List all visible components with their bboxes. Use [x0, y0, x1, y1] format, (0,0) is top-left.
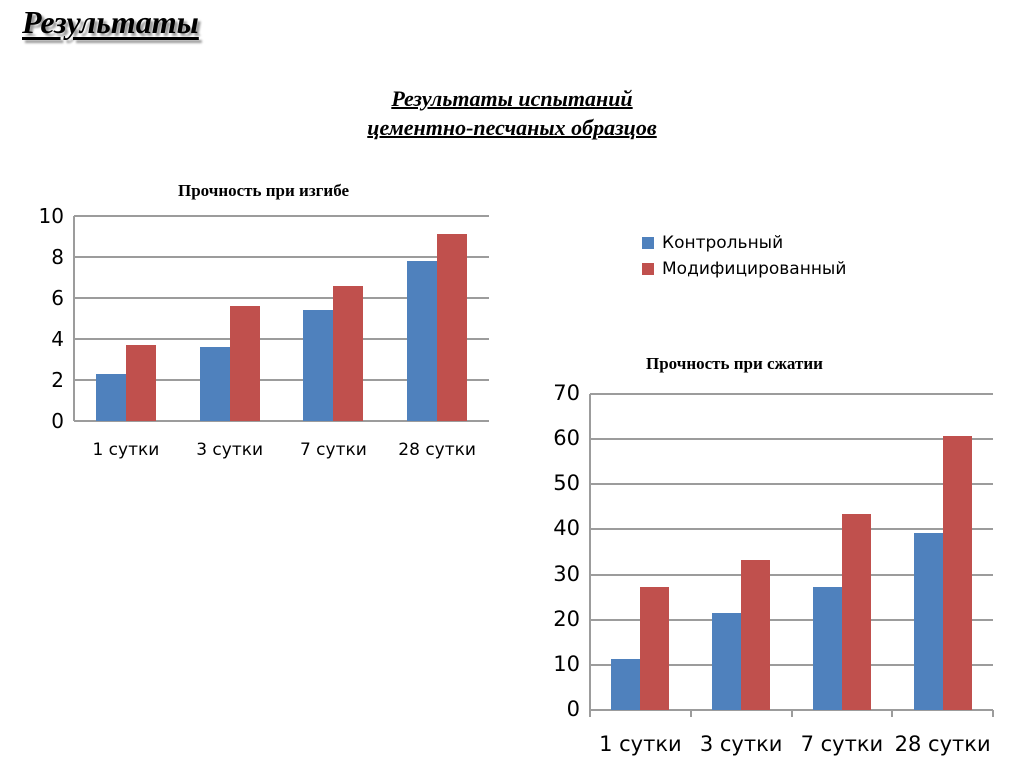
bar-modified [841, 514, 871, 710]
bar-modified [125, 345, 156, 421]
x-category-label: 28 сутки [894, 732, 991, 756]
y-tick-label: 0 [51, 408, 64, 433]
legend-item-control: Контрольный [642, 230, 846, 256]
y-tick-label: 20 [553, 606, 580, 631]
gridline [590, 528, 993, 531]
x-category-label: 1 сутки [599, 732, 682, 756]
legend-item-modified: Модифицированный [642, 256, 846, 282]
chart-legend: Контрольный Модифицированный [642, 230, 846, 282]
slide-title: Результаты [22, 4, 199, 40]
bar-modified [333, 285, 364, 421]
bar-modified [229, 306, 260, 421]
subtitle-line-1: Результаты испытаний [391, 86, 633, 111]
y-tick-label: 50 [553, 471, 580, 496]
y-axis [73, 216, 75, 421]
x-tick [992, 710, 994, 717]
x-category-label: 3 сутки [196, 440, 264, 460]
y-tick-label: 4 [51, 326, 64, 351]
bar-control [611, 658, 641, 710]
gridline [590, 573, 993, 576]
compression-chart-title: Прочность при сжатии [646, 354, 823, 373]
x-tick [790, 710, 793, 717]
x-category-label: 3 сутки [699, 732, 783, 756]
bar-modified [640, 587, 670, 710]
bar-control [407, 261, 438, 421]
x-category-label: 1 сутки [92, 440, 160, 460]
legend-label-control: Контрольный [662, 233, 784, 253]
gridline [590, 663, 993, 666]
subtitle-line-2: цементно-песчаных образцов [367, 115, 657, 140]
bar-control [303, 310, 334, 421]
slide-subtitle: Результаты испытаний цементно-песчаных о… [0, 84, 1024, 142]
y-tick-label: 10 [38, 203, 64, 228]
gridline [74, 256, 489, 258]
x-tick [689, 710, 692, 717]
gridline [74, 297, 489, 299]
bar-control [95, 373, 126, 421]
gridline [590, 618, 993, 621]
y-tick-label: 6 [51, 285, 64, 310]
x-category-label: 7 сутки [299, 440, 367, 460]
y-tick-label: 40 [553, 516, 580, 541]
gridline [74, 379, 489, 381]
legend-swatch-blue-icon [642, 237, 654, 249]
y-tick-label: 0 [566, 696, 580, 721]
bar-control [712, 613, 742, 710]
bending-chart-title: Прочность при изгибе [178, 181, 350, 200]
gridline [74, 215, 489, 217]
gridline [74, 338, 489, 340]
gridline [74, 420, 489, 422]
y-tick-label: 30 [553, 561, 580, 586]
bar-modified [437, 234, 468, 421]
x-category-label: 7 сутки [800, 732, 884, 756]
bar-modified [942, 435, 972, 710]
y-tick-label: 8 [51, 244, 64, 269]
y-tick-label: 2 [51, 367, 64, 392]
gridline [590, 483, 993, 486]
bar-control [812, 586, 842, 710]
gridline [590, 393, 993, 395]
bar-control [913, 533, 943, 710]
y-axis [589, 394, 591, 717]
y-tick-label: 70 [553, 380, 580, 405]
bar-modified [741, 559, 771, 710]
y-tick-label: 60 [553, 426, 580, 451]
bar-control [199, 347, 230, 421]
x-category-label: 28 сутки [398, 440, 476, 460]
y-tick-label: 10 [553, 651, 580, 676]
legend-swatch-red-icon [642, 263, 654, 275]
x-tick [891, 710, 894, 717]
gridline [590, 438, 993, 441]
legend-label-modified: Модифицированный [662, 259, 847, 279]
